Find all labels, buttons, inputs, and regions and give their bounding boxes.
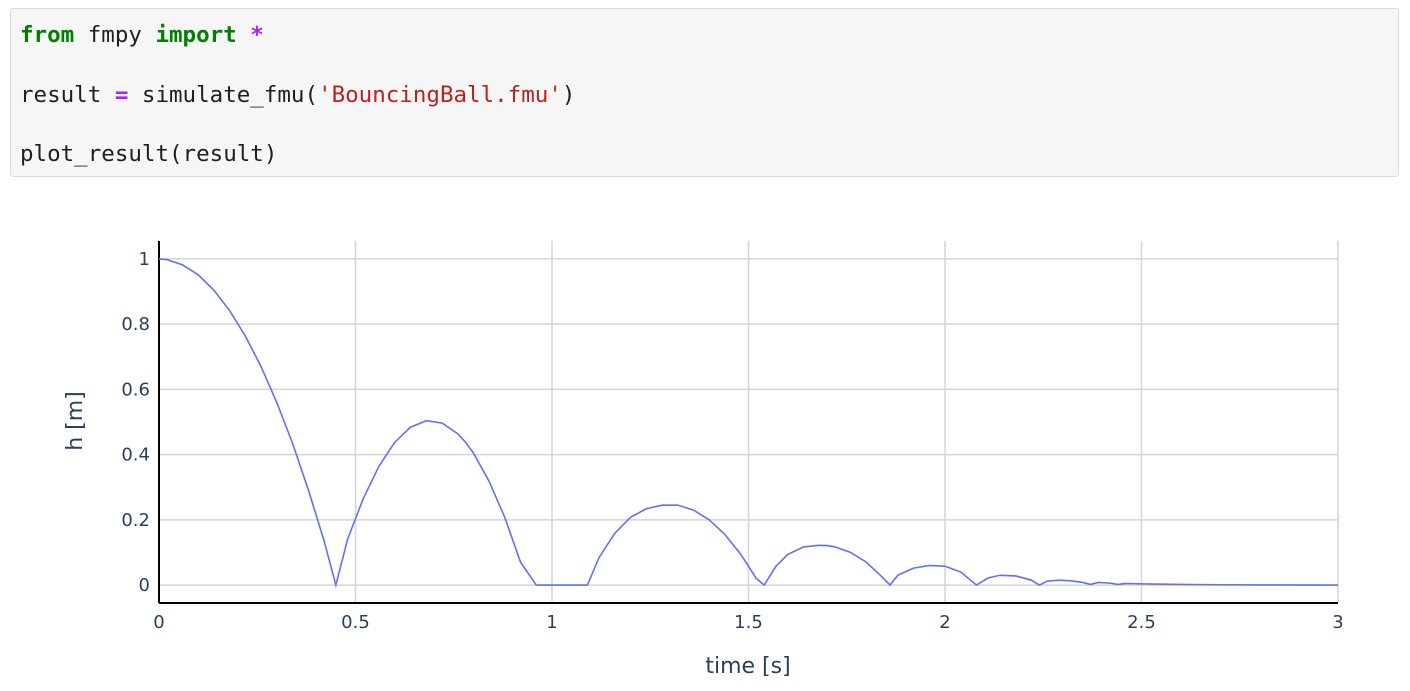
import-star: * [236,22,264,48]
axes [158,241,1338,604]
keyword-import: import [155,22,237,48]
y-tick-label: 0.2 [121,510,150,531]
y-tick-labels: 0 0.2 0.4 0.6 0.8 1 [121,249,150,596]
close-paren: ) [561,82,576,108]
code-line-2: result = simulate_fmu('BouncingBall.fmu'… [20,81,575,109]
y-axis-label: h [m] [63,391,88,451]
y-tick-label: 0.6 [121,379,150,400]
string-arg: 'BouncingBall.fmu' [318,82,562,108]
grid-lines [159,241,1339,603]
assign-operator: = [114,82,129,108]
code-cell[interactable]: from fmpy import * result = simulate_fmu… [10,8,1399,177]
y-tick-label: 0.4 [121,445,150,466]
x-tick-label: 0.5 [341,612,370,633]
x-tick-label: 2 [939,612,950,633]
plot-call: plot_result(result) [20,141,278,167]
x-tick-label: 1.5 [734,612,763,633]
x-axis-label: time [s] [705,654,790,679]
plot-output[interactable]: 0 0.5 1 1.5 2 2.5 3 0 0.2 0.4 0.6 0.8 1 time [s] h … [0,188,1410,687]
x-tick-label: 1 [546,612,557,633]
keyword-from: from [20,22,75,48]
y-tick-label: 1 [139,249,150,270]
module-name: fmpy [74,22,156,48]
variable-result: result [20,82,102,108]
function-call: simulate_fmu( [141,82,319,108]
y-tick-label: 0 [139,575,150,596]
y-tick-label: 0.8 [121,314,150,335]
x-tick-label: 2.5 [1127,612,1156,633]
series-line-h[interactable] [158,258,1339,589]
x-tick-label: 3 [1332,612,1343,633]
code-line-1: from fmpy import * [20,21,264,49]
x-tick-labels: 0 0.5 1 1.5 2 2.5 3 [153,612,1343,633]
line-chart[interactable]: 0 0.5 1 1.5 2 2.5 3 0 0.2 0.4 0.6 0.8 1 time [s] h … [0,188,1410,687]
code-line-3: plot_result(result) [20,140,277,168]
x-tick-label: 0 [153,612,164,633]
